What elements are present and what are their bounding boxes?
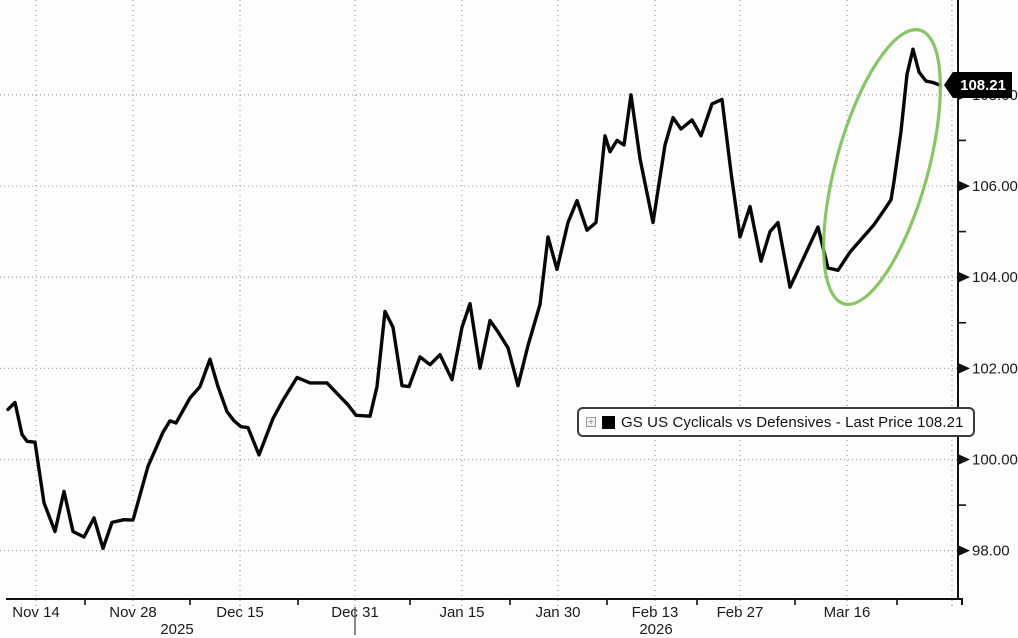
y-tick-label: 98.00 [972,543,1010,560]
last-price-value: 108.21 [960,76,1006,94]
y-tick-arrow-icon [959,272,970,283]
y-tick-label: 100.00 [972,451,1018,468]
x-tick-label: Mar 16 [824,604,871,621]
y-tick-arrow-icon [959,454,970,465]
x-tick-label: Feb 13 [632,604,679,621]
y-tick-label: 104.00 [972,269,1018,286]
year-label: 2025 [160,621,193,638]
legend-series-label: GS US Cyclicals vs Defensives - Last Pri… [621,413,964,431]
last-price-tag: 108.21 [944,72,1012,98]
price-line [6,47,942,551]
legend-box[interactable]: + GS US Cyclicals vs Defensives - Last P… [577,407,975,437]
y-tick-arrow-icon [959,363,970,374]
y-tick-label: 102.00 [972,360,1018,377]
annotation-ellipse [822,28,942,306]
x-tick-label: Nov 14 [12,604,60,621]
legend-series-marker-icon [602,415,615,429]
y-tick-label: 106.00 [972,178,1018,195]
y-tick-arrow-icon [959,180,970,191]
year-label: 2026 [639,621,672,638]
x-tick-label: Nov 28 [109,604,157,621]
x-tick-label: Jan 30 [535,604,580,621]
x-tick-label: Jan 15 [439,604,484,621]
y-tick-arrow-icon [959,545,970,556]
legend-expand-icon[interactable]: + [586,417,596,427]
x-tick-label: Dec 15 [216,604,264,621]
x-tick-label: Feb 27 [717,604,764,621]
